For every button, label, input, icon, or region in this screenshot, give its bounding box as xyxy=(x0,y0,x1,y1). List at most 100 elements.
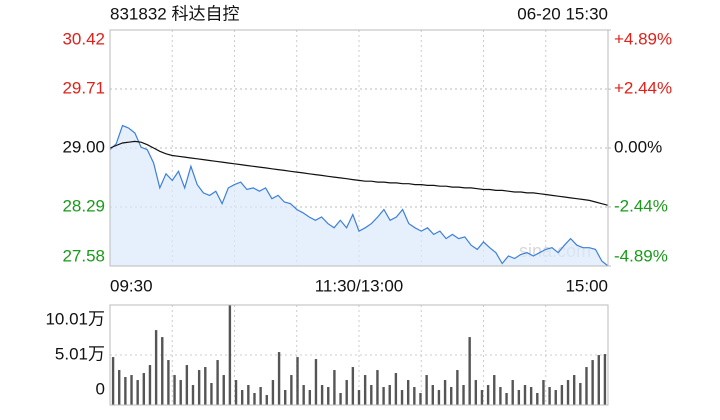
y2-tick-label: +2.44% xyxy=(614,79,672,98)
volume-bar xyxy=(277,352,281,405)
line xyxy=(109,124,609,267)
y2-tick-label: -2.44% xyxy=(614,196,668,215)
volume-bar xyxy=(265,395,268,405)
volume-bar xyxy=(486,385,490,405)
y-tick-label: 27.58 xyxy=(62,246,105,265)
volume-bar xyxy=(210,383,213,405)
volume-bar xyxy=(523,385,527,405)
plot-frame xyxy=(109,29,609,267)
volume-bar xyxy=(124,377,127,405)
volume-bar xyxy=(345,380,348,405)
volume-bar xyxy=(161,337,164,405)
volume-bar xyxy=(394,373,398,405)
volume-bar xyxy=(357,390,361,405)
volume-bar xyxy=(296,357,299,405)
volume-bar xyxy=(136,380,139,405)
volume-bar xyxy=(474,380,478,405)
volume-bar xyxy=(400,390,404,405)
volume-bar xyxy=(406,380,410,405)
y-tick-label: 30.42 xyxy=(62,29,105,48)
x-tick-label: 09:30 xyxy=(110,276,153,295)
y-tick-label: 5.01万 xyxy=(55,344,105,363)
volume-bar xyxy=(542,380,545,405)
volume-bar xyxy=(425,375,428,405)
y-tick-label: 29.00 xyxy=(62,137,105,156)
volume-bar xyxy=(320,385,324,405)
volume-bar xyxy=(597,355,600,405)
volume-bar xyxy=(450,387,453,405)
volume-bar xyxy=(529,387,533,405)
volume-bar xyxy=(456,370,459,405)
volume-bar xyxy=(308,390,312,405)
y-tick-label: 10.01万 xyxy=(45,309,105,328)
volume-bar xyxy=(111,357,115,405)
volume-bar xyxy=(511,380,514,405)
volume-bar xyxy=(216,360,219,405)
volume-bar xyxy=(234,380,238,405)
volume-bar xyxy=(468,337,471,405)
volume-bar xyxy=(167,360,170,405)
volume-bar xyxy=(579,383,582,405)
volume-bar xyxy=(240,390,244,405)
volume-bar xyxy=(431,385,434,405)
plot-frame xyxy=(109,304,609,406)
volume-bar xyxy=(228,305,232,405)
area xyxy=(110,125,608,266)
volume-bar xyxy=(560,385,564,405)
volume-bar xyxy=(118,370,121,405)
volume-bar xyxy=(185,365,189,405)
volume-bar xyxy=(376,370,379,405)
volume-bar xyxy=(130,375,133,405)
volume-bar xyxy=(179,380,182,405)
volume-bar xyxy=(499,387,502,405)
volume-bar xyxy=(462,385,465,405)
volume-bar xyxy=(302,385,305,405)
volume-bar xyxy=(554,390,557,405)
volume-bar xyxy=(148,365,152,405)
volume-bar xyxy=(247,385,250,405)
volume-bar xyxy=(370,385,373,405)
volume-bar xyxy=(572,375,576,405)
volume-bar xyxy=(333,370,336,405)
volume-bar xyxy=(382,387,385,405)
volume-bar xyxy=(259,387,262,405)
volume-bar xyxy=(413,387,416,405)
volume-bar xyxy=(204,367,207,405)
volume-bar xyxy=(290,375,293,405)
volume-bar xyxy=(505,393,508,405)
y2-tick-label: 0.00% xyxy=(614,137,662,156)
line xyxy=(109,140,609,206)
volume-bar xyxy=(191,385,195,405)
volume-bar xyxy=(443,380,447,405)
volume-bar xyxy=(222,375,225,405)
volume-bar xyxy=(566,380,570,405)
volume-bar xyxy=(548,387,551,405)
volume-bar xyxy=(591,360,594,405)
volume-bar xyxy=(253,393,256,405)
volume-bar xyxy=(480,390,484,405)
y-tick-label: 0 xyxy=(96,379,105,398)
volume-bar xyxy=(437,390,441,405)
chart-title: 831832 科达自控 xyxy=(110,4,239,23)
volume-bar xyxy=(142,373,146,405)
volume-bar xyxy=(271,380,275,405)
volume-bar xyxy=(197,370,201,405)
volume-bar xyxy=(517,390,521,405)
volume-bar xyxy=(351,367,355,405)
volume-bar xyxy=(603,354,607,405)
volume-bar xyxy=(327,387,330,405)
y-tick-label: 28.29 xyxy=(62,196,105,215)
y-tick-label: 29.71 xyxy=(62,78,105,97)
volume-bar xyxy=(173,375,176,405)
volume-bar xyxy=(388,385,391,405)
timestamp: 06-20 15:30 xyxy=(517,4,608,23)
volume-bar xyxy=(284,390,287,405)
volume-bar xyxy=(363,375,367,405)
y2-tick-label: -4.89% xyxy=(614,246,668,265)
volume-bar xyxy=(493,375,496,405)
volume-bar xyxy=(419,393,422,405)
y2-tick-label: +4.89% xyxy=(614,29,672,48)
volume-bar xyxy=(339,393,342,405)
